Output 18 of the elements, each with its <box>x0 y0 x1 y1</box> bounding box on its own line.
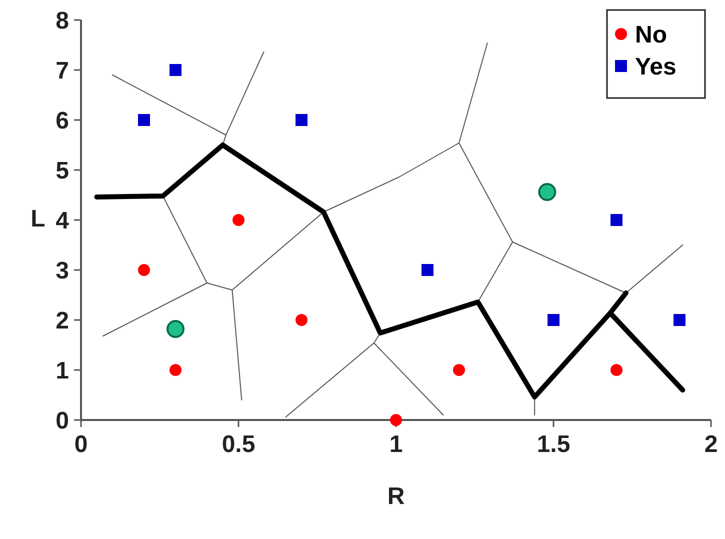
y-axis-title: L <box>30 205 46 232</box>
y-tick-label: 6 <box>56 107 69 134</box>
y-tick-label: 8 <box>56 7 69 34</box>
legend-label: No <box>635 21 667 48</box>
y-tick-label: 4 <box>56 207 70 234</box>
x-tick-label: 0.5 <box>222 431 256 458</box>
legend-label: Yes <box>635 53 676 80</box>
x-axis-title: R <box>387 483 405 510</box>
x-tick-label: 0 <box>74 431 88 458</box>
y-tick-label: 1 <box>56 357 69 384</box>
x-tick-label: 1.5 <box>536 431 570 458</box>
y-tick-label: 2 <box>56 307 69 334</box>
x-tick-label: 2 <box>704 431 718 458</box>
x-tick-label: 1 <box>389 431 403 458</box>
y-tick-label: 0 <box>56 407 69 434</box>
y-tick-label: 5 <box>56 157 69 184</box>
y-tick-label: 7 <box>56 57 69 84</box>
y-tick-label: 3 <box>56 257 69 284</box>
